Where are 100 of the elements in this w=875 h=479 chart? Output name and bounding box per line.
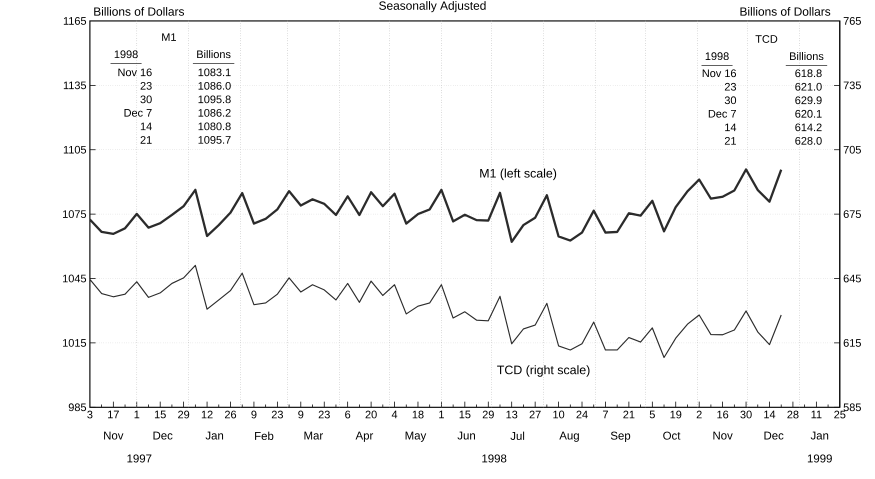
- x-tick-label: 18: [412, 410, 424, 419]
- annotation: Dec 7: [124, 109, 152, 117]
- x-tick-label: 16: [717, 410, 728, 419]
- x-tick-label: 27: [530, 410, 541, 418]
- chart-title: Seasonally Adjusted: [379, 1, 486, 12]
- annotation: 21: [724, 137, 736, 145]
- text: 1999: [808, 454, 832, 463]
- annotation: 14: [140, 122, 152, 130]
- text: May: [406, 432, 426, 442]
- x-tick-label: 10: [553, 410, 564, 419]
- x-tick-label: 12: [202, 410, 213, 418]
- annotation: 621.0: [795, 83, 822, 91]
- y-tick-label: 1105: [64, 146, 86, 154]
- x-tick-label: 23: [272, 410, 283, 419]
- annotation: 30: [724, 96, 736, 104]
- x-tick-label: 3: [87, 410, 92, 419]
- y-axis-title: Billions of Dollars: [94, 7, 184, 16]
- annotation: Nov 16: [118, 68, 152, 76]
- x-tick-label: 5: [650, 410, 655, 418]
- annotation: 1083.1: [198, 68, 231, 76]
- line-series: [88, 168, 782, 244]
- x-tick-label: 24: [576, 410, 588, 418]
- y2-tick-label: 735: [844, 82, 861, 90]
- x-tick-label: 15: [460, 410, 470, 418]
- annotation: 14: [725, 124, 736, 132]
- annotation: 23: [140, 82, 152, 90]
- annotation: 620.1: [795, 110, 822, 118]
- x-tick-label: 23: [318, 410, 330, 419]
- x-tick-label: 7: [602, 410, 608, 418]
- annotation: 21: [140, 136, 152, 144]
- x-tick-label: 1: [439, 410, 444, 418]
- y2-tick-label: 615: [844, 339, 861, 347]
- y2-tick-label: 765: [844, 17, 861, 25]
- text: Sep: [610, 432, 630, 442]
- annotation: 1095.7: [198, 136, 231, 144]
- series-label: M1 (left scale): [480, 168, 556, 180]
- annotation: 1080.8: [198, 122, 231, 130]
- x-tick-label: 26: [224, 410, 236, 419]
- text: Oct: [663, 432, 680, 440]
- annotation: 1086.2: [198, 109, 231, 117]
- y-tick-label: 1075: [63, 210, 86, 218]
- x-tick-label: 9: [251, 410, 256, 419]
- x-tick-label: 17: [108, 410, 119, 418]
- y2-tick-label: 675: [844, 210, 861, 218]
- annotation: 614.2: [795, 124, 822, 132]
- x-tick-label: 29: [482, 410, 494, 419]
- text: Dec: [153, 432, 173, 440]
- annotation: 629.9: [795, 96, 822, 104]
- x-tick-label: 21: [623, 410, 634, 418]
- annotation: 1998: [706, 52, 729, 60]
- y-tick-label: 1015: [63, 339, 86, 347]
- annotation: 1095.8: [198, 96, 231, 104]
- x-tick-label: 1: [134, 410, 140, 418]
- x-tick-label: 13: [506, 410, 518, 419]
- text: Apr: [356, 432, 374, 442]
- text: Aug: [559, 432, 579, 442]
- y2-tick-label: 585: [844, 404, 861, 412]
- annotation: TCD: [756, 35, 778, 44]
- y2-tick-label: 705: [844, 146, 861, 154]
- x-tick-label: 15: [154, 410, 166, 418]
- y-tick-label: 1135: [64, 82, 86, 90]
- x-tick-label: 4: [392, 410, 398, 418]
- text: Jun: [457, 432, 475, 440]
- x-tick-label: 19: [670, 410, 682, 419]
- text: Dec: [764, 432, 784, 440]
- annotation: Billions: [197, 50, 231, 58]
- annotation: 1086.0: [198, 82, 231, 90]
- text: Jan: [810, 432, 828, 440]
- text: Jan: [206, 432, 224, 440]
- annotation: 30: [140, 96, 152, 104]
- annotation: Dec 7: [708, 110, 736, 118]
- x-tick-label: 14: [764, 410, 776, 418]
- annotation: 1998: [114, 50, 138, 58]
- y-tick-label: 1165: [64, 17, 86, 25]
- text: Jul: [510, 432, 524, 440]
- x-tick-label: 20: [366, 410, 377, 419]
- y2-tick-label: 645: [844, 274, 861, 283]
- line-series: [89, 265, 782, 358]
- x-tick-label: 30: [740, 410, 752, 419]
- y2-axis-title: Billions of Dollars: [740, 7, 830, 16]
- annotation: Billions: [790, 52, 824, 60]
- series-label: TCD (right scale): [497, 365, 590, 377]
- annotation: 628.0: [795, 137, 822, 145]
- text: Feb: [255, 432, 274, 440]
- text: Nov: [104, 432, 124, 440]
- x-tick-label: 29: [178, 410, 190, 419]
- text: Nov: [713, 432, 733, 440]
- y-tick-label: 1045: [63, 274, 86, 283]
- annotation: M1: [162, 34, 176, 42]
- x-tick-label: 28: [787, 410, 799, 419]
- annotation: Nov 16: [702, 70, 736, 78]
- text: 1998: [482, 454, 506, 463]
- annotation: 23: [724, 83, 736, 91]
- text: Mar: [304, 432, 323, 440]
- x-tick-label: 6: [345, 410, 350, 419]
- text: 1997: [127, 454, 152, 463]
- annotation: 618.8: [795, 70, 822, 78]
- x-tick-label: 9: [298, 410, 304, 419]
- y-tick-label: 985: [68, 404, 86, 412]
- x-tick-label: 25: [834, 410, 846, 419]
